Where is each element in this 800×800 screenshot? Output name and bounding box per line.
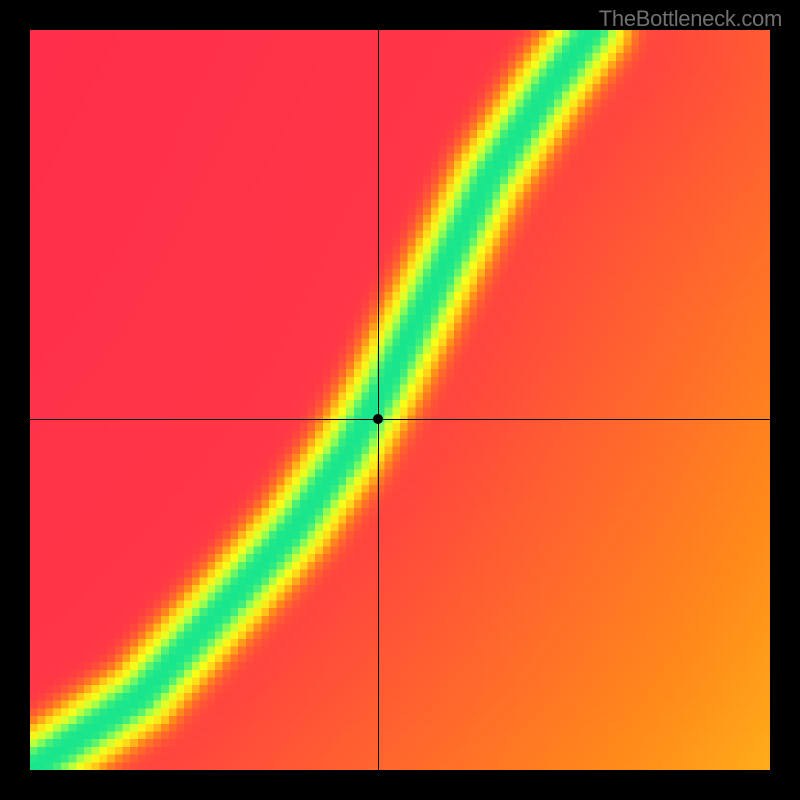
watermark-text: TheBottleneck.com xyxy=(599,6,782,32)
crosshair-vertical xyxy=(378,30,379,770)
crosshair-horizontal xyxy=(30,419,770,420)
heatmap-canvas xyxy=(30,30,770,770)
marker-dot xyxy=(373,414,383,424)
heatmap-plot xyxy=(30,30,770,770)
